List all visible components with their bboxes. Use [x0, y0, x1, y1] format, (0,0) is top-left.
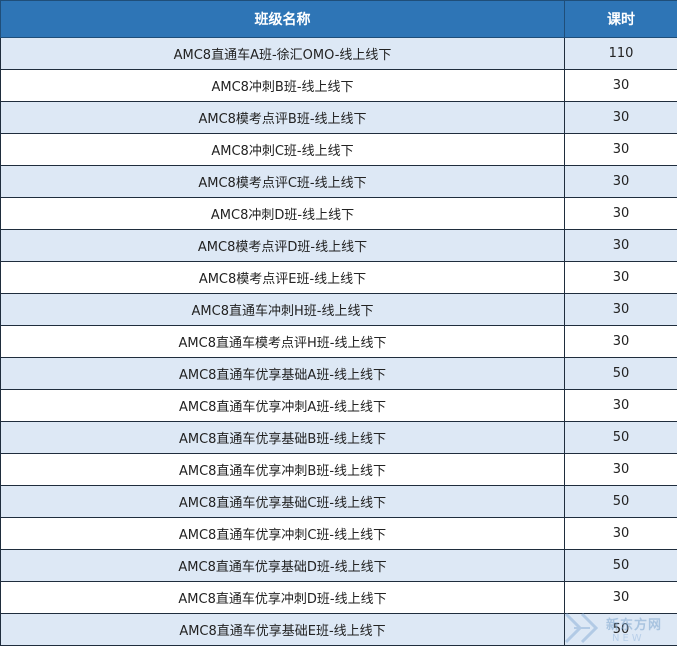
class-hours-cell: 30	[564, 133, 677, 166]
class-name-cell: AMC8直通车冲刺H班-线上线下	[0, 293, 565, 326]
table-row: AMC8直通车优享基础A班-线上线下 50	[0, 357, 677, 390]
class-name-cell: AMC8模考点评E班-线上线下	[0, 261, 565, 294]
class-name-cell: AMC8直通车优享冲刺B班-线上线下	[0, 453, 565, 486]
class-name-cell: AMC8直通车模考点评H班-线上线下	[0, 325, 565, 358]
table-row: AMC8直通车优享冲刺D班-线上线下 30	[0, 581, 677, 614]
header-class-hours: 课时	[564, 0, 677, 38]
class-name-cell: AMC8直通车优享基础A班-线上线下	[0, 357, 565, 390]
table-row: AMC8冲刺D班-线上线下 30	[0, 197, 677, 230]
class-hours-cell: 30	[564, 325, 677, 358]
class-name-cell: AMC8模考点评C班-线上线下	[0, 165, 565, 198]
class-name-cell: AMC8直通车A班-徐汇OMO-线上线下	[0, 37, 565, 70]
table-header-row: 班级名称 课时	[0, 0, 677, 38]
class-name-cell: AMC8模考点评D班-线上线下	[0, 229, 565, 262]
class-name-cell: AMC8直通车优享冲刺D班-线上线下	[0, 581, 565, 614]
class-name-cell: AMC8直通车优享基础C班-线上线下	[0, 485, 565, 518]
table-row: AMC8直通车优享冲刺B班-线上线下 30	[0, 453, 677, 486]
class-hours-cell: 30	[564, 453, 677, 486]
class-name-cell: AMC8冲刺D班-线上线下	[0, 197, 565, 230]
class-name-cell: AMC8直通车优享基础D班-线上线下	[0, 549, 565, 582]
table-row: AMC8模考点评D班-线上线下 30	[0, 229, 677, 262]
table-row: AMC8模考点评C班-线上线下 30	[0, 165, 677, 198]
class-hours-cell: 30	[564, 197, 677, 230]
class-name-cell: AMC8冲刺C班-线上线下	[0, 133, 565, 166]
class-hours-cell: 50	[564, 421, 677, 454]
class-hours-cell: 50	[564, 357, 677, 390]
class-name-cell: AMC8直通车优享冲刺C班-线上线下	[0, 517, 565, 550]
class-hours-cell: 30	[564, 581, 677, 614]
class-name-cell: AMC8直通车优享基础B班-线上线下	[0, 421, 565, 454]
table-row: AMC8直通车优享冲刺C班-线上线下 30	[0, 517, 677, 550]
table-row: AMC8直通车优享基础E班-线上线下 50	[0, 613, 677, 646]
class-hours-cell: 30	[564, 517, 677, 550]
class-name-cell: AMC8直通车优享冲刺A班-线上线下	[0, 389, 565, 422]
table-row: AMC8直通车A班-徐汇OMO-线上线下 110	[0, 37, 677, 70]
table-row: AMC8冲刺C班-线上线下 30	[0, 133, 677, 166]
class-hours-cell: 30	[564, 229, 677, 262]
table-body: AMC8直通车A班-徐汇OMO-线上线下 110 AMC8冲刺B班-线上线下 30 AM…	[0, 37, 677, 646]
table-row: AMC8直通车冲刺H班-线上线下 30	[0, 293, 677, 326]
table-row: AMC8直通车优享基础B班-线上线下 50	[0, 421, 677, 454]
class-hours-cell: 110	[564, 37, 677, 70]
class-hours-cell: 50	[564, 549, 677, 582]
table-row: AMC8直通车优享冲刺A班-线上线下 30	[0, 389, 677, 422]
class-name-cell: AMC8模考点评B班-线上线下	[0, 101, 565, 134]
table-row: AMC8模考点评B班-线上线下 30	[0, 101, 677, 134]
class-hours-cell: 30	[564, 261, 677, 294]
table-row: AMC8直通车优享基础C班-线上线下 50	[0, 485, 677, 518]
table-row: AMC8模考点评E班-线上线下 30	[0, 261, 677, 294]
class-hours-cell: 30	[564, 69, 677, 102]
class-hours-cell: 30	[564, 293, 677, 326]
table-row: AMC8直通车模考点评H班-线上线下 30	[0, 325, 677, 358]
header-class-name: 班级名称	[0, 0, 565, 38]
table-row: AMC8冲刺B班-线上线下 30	[0, 69, 677, 102]
class-hours-cell: 50	[564, 485, 677, 518]
class-hours-cell: 30	[564, 165, 677, 198]
class-hours-cell: 50	[564, 613, 677, 646]
class-name-cell: AMC8冲刺B班-线上线下	[0, 69, 565, 102]
table-row: AMC8直通车优享基础D班-线上线下 50	[0, 549, 677, 582]
class-hours-cell: 30	[564, 389, 677, 422]
class-name-cell: AMC8直通车优享基础E班-线上线下	[0, 613, 565, 646]
class-hours-cell: 30	[564, 101, 677, 134]
